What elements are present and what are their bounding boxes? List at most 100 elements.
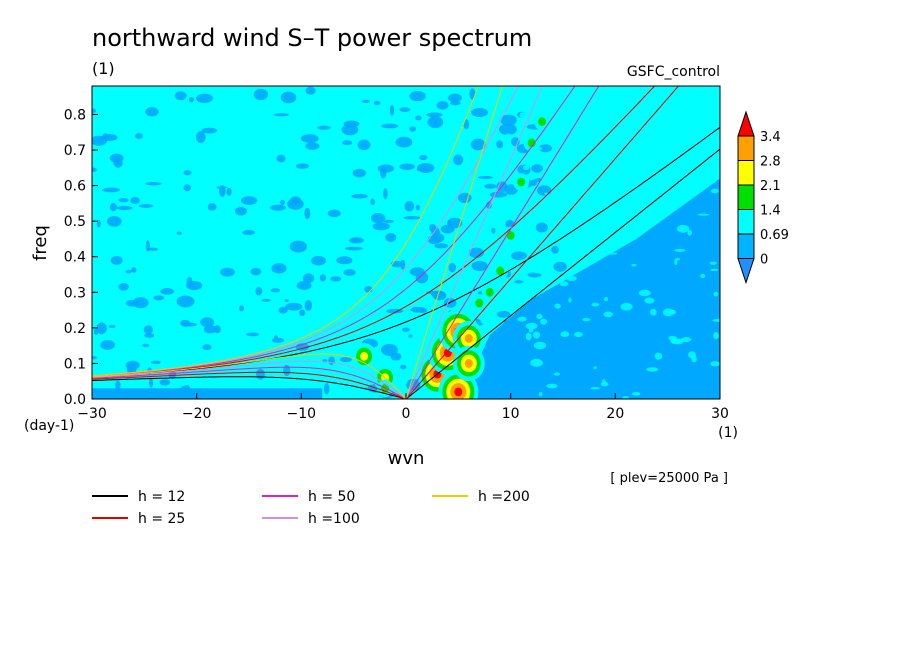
field-peak <box>454 387 463 397</box>
field-noise-patch <box>709 261 717 265</box>
field-noise-patch <box>570 111 581 119</box>
field-noise-patch <box>149 377 154 388</box>
field-noise-patch <box>593 366 597 370</box>
field-noise-patch <box>125 299 139 307</box>
field-noise-patch <box>399 107 411 112</box>
y-tick-label: 0.2 <box>64 321 86 337</box>
field-noise-patch <box>429 223 437 232</box>
field-noise-patch <box>554 303 561 309</box>
field-noise-patch <box>530 179 537 186</box>
field-noise-patch <box>383 219 394 223</box>
colorbar-segment <box>737 233 755 259</box>
field-noise-patch <box>520 93 525 101</box>
field-noise-patch <box>700 273 706 279</box>
field-noise-patch <box>399 163 415 170</box>
field-noise-patch <box>118 282 129 291</box>
field-noise-patch <box>671 156 675 160</box>
field-noise-patch <box>561 191 571 199</box>
y-unit-label: (day-1) <box>24 418 74 434</box>
field-noise-patch <box>631 392 641 396</box>
field-noise-patch <box>670 338 683 344</box>
field-noise-patch <box>537 381 544 393</box>
field-noise-patch <box>400 364 407 370</box>
field-noise-patch <box>381 123 399 129</box>
field-noise-patch <box>395 136 413 148</box>
field-noise-patch <box>280 91 297 104</box>
x-tick-label: −20 <box>182 406 212 422</box>
field-noise-patch <box>532 268 543 274</box>
field-noise-patch <box>357 139 371 151</box>
field-noise-patch <box>342 140 353 146</box>
field-noise-patch <box>518 295 523 300</box>
field-noise-patch <box>201 127 218 134</box>
x-axis-label: wvn <box>388 448 425 469</box>
field-noise-patch <box>507 170 520 175</box>
field-noise-patch <box>416 167 430 172</box>
field-noise-patch <box>657 194 665 202</box>
field-noise-patch <box>631 263 637 267</box>
kelvin-curve-12 <box>405 148 720 399</box>
field-noise-patch <box>448 262 456 273</box>
field-noise-patch <box>115 380 121 390</box>
field-noise-patch <box>304 207 311 220</box>
colorbar-label: 3.4 <box>760 130 781 145</box>
field-noise-patch <box>108 324 116 329</box>
field-peak <box>464 334 473 343</box>
field-peak <box>464 359 473 368</box>
x-tick-label: −30 <box>77 406 107 422</box>
field-noise-patch <box>341 123 359 136</box>
field-noise-patch <box>633 205 638 214</box>
field-noise-patch <box>207 203 217 211</box>
field-noise-patch <box>484 183 497 189</box>
colorbar-segment <box>737 160 755 186</box>
field-noise-patch <box>289 240 308 253</box>
field-noise-patch <box>697 213 710 216</box>
field-noise-patch <box>535 222 548 233</box>
field-noise-patch <box>317 125 331 130</box>
mrg-curve-25 <box>92 86 656 378</box>
x-tick-label: 20 <box>606 406 624 422</box>
y-tick-label: 0.4 <box>64 250 86 266</box>
field-noise-patch <box>305 142 320 150</box>
mrg-curve-50 <box>92 86 576 377</box>
field-noise-patch <box>488 233 492 239</box>
field-noise-patch <box>125 269 132 274</box>
colorbar-label: 0.69 <box>760 228 789 243</box>
field-noise-patch <box>240 196 258 205</box>
field-noise-patch <box>419 154 428 161</box>
field-peak <box>496 266 505 276</box>
field-noise-patch <box>349 237 364 244</box>
mrg-curve-100 <box>92 86 519 377</box>
field-noise-patch <box>109 202 117 212</box>
field-noise-patch <box>514 280 524 284</box>
field-noise-patch <box>519 389 537 396</box>
field-noise-patch <box>528 328 534 333</box>
field-noise-patch <box>505 133 512 138</box>
field-noise-patch <box>525 332 532 341</box>
field-noise-patch <box>299 309 306 317</box>
field-noise-patch <box>271 337 285 343</box>
field-noise-patch <box>351 193 368 199</box>
field-peak <box>360 351 369 361</box>
field-noise-patch <box>256 368 265 380</box>
field-noise-patch <box>436 101 449 110</box>
colorbar-segment <box>737 209 755 235</box>
field-noise-patch <box>493 210 500 215</box>
field-noise-patch <box>404 200 415 212</box>
field-noise-patch <box>389 104 395 116</box>
field-noise-patch <box>92 108 97 114</box>
field-noise-patch <box>468 247 484 259</box>
field-noise-patch <box>270 204 286 211</box>
field-noise-patch <box>515 378 525 385</box>
mrg-curve-200 <box>92 86 480 377</box>
field-noise-patch <box>385 232 397 243</box>
field-noise-patch <box>662 308 674 317</box>
field-noise-patch <box>434 243 448 249</box>
field-noise-patch <box>372 222 390 231</box>
field-noise-patch <box>246 332 260 337</box>
field-peak <box>475 298 484 308</box>
field-noise-patch <box>508 261 519 265</box>
field-noise-patch <box>344 246 363 251</box>
field-noise-patch <box>710 268 719 272</box>
field-noise-patch <box>174 91 187 101</box>
